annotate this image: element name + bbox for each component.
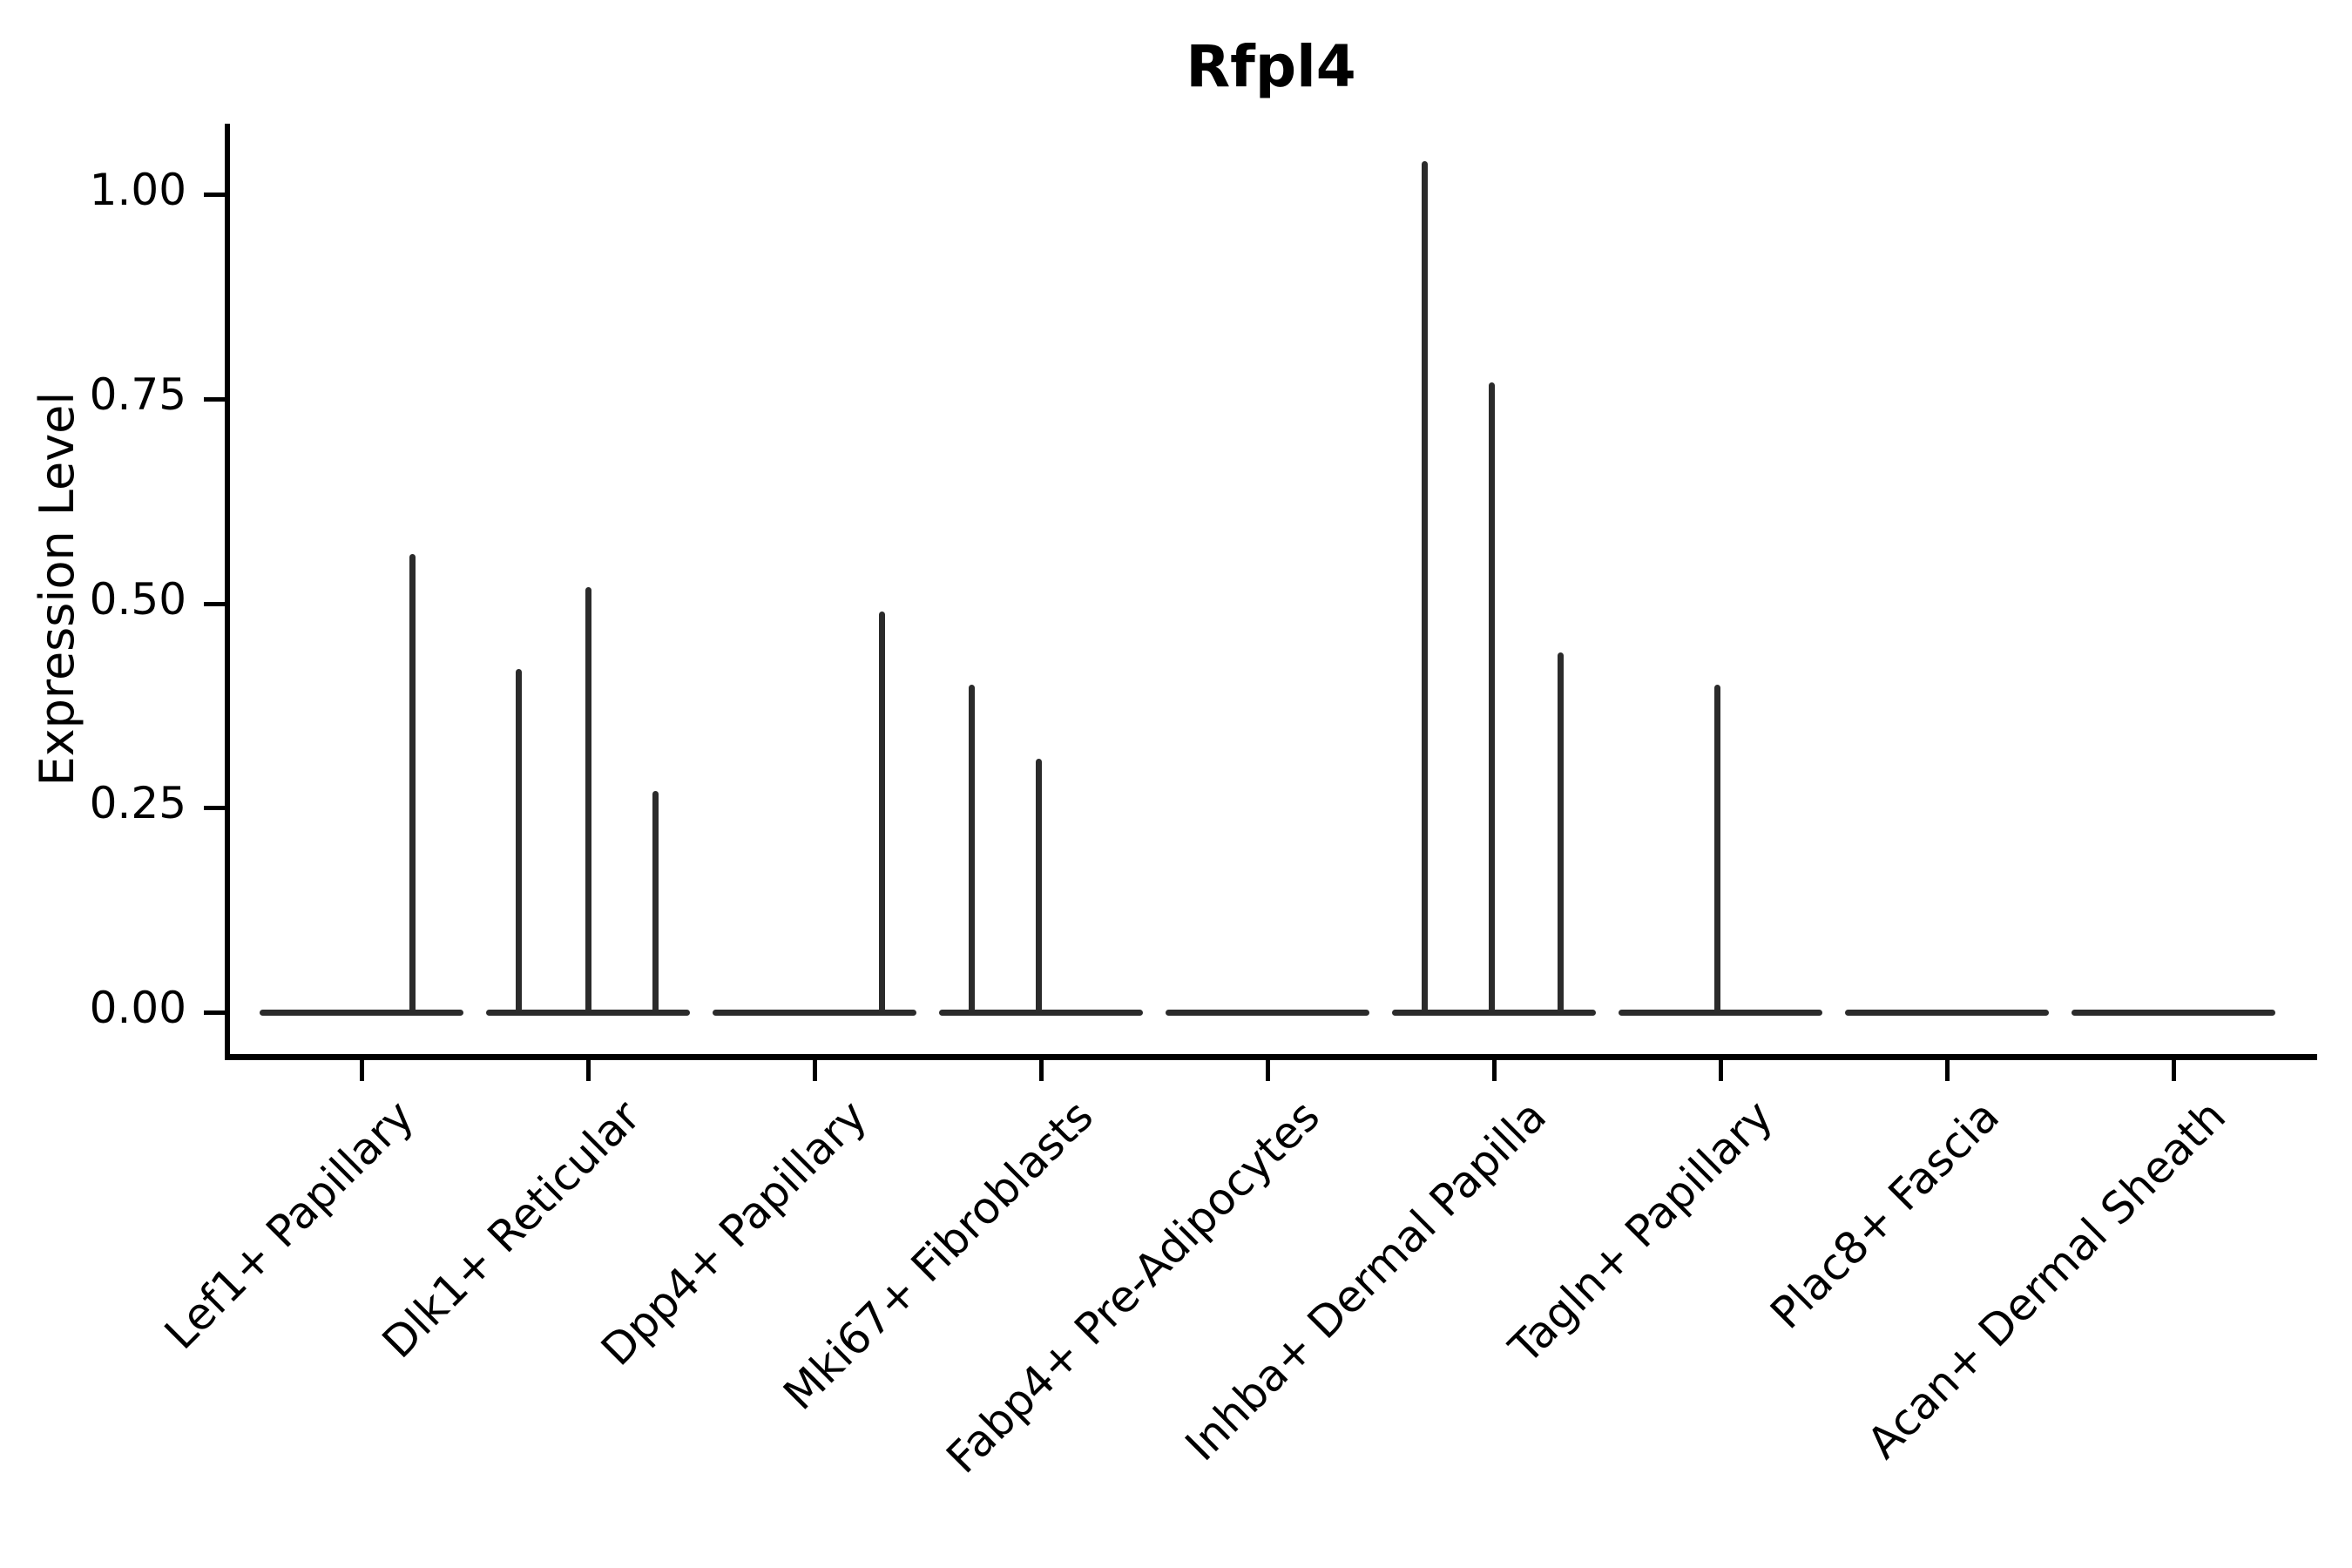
x-tick-mark: [1039, 1060, 1044, 1081]
x-tick-mark: [586, 1060, 591, 1081]
x-tick-mark: [2172, 1060, 2176, 1081]
y-tick-label: 1.00: [89, 165, 186, 215]
violin-spike: [1036, 758, 1043, 1015]
violin-baseline: [713, 1010, 916, 1016]
violin-spike: [878, 611, 885, 1015]
y-tick-label: 0.75: [89, 368, 186, 420]
y-tick-label: 0.50: [89, 573, 186, 625]
x-tick-mark: [1492, 1060, 1497, 1081]
x-tick-mark: [813, 1060, 817, 1081]
y-tick-label: 0.25: [89, 778, 186, 829]
violin-baseline: [260, 1010, 463, 1016]
x-tick-mark: [1719, 1060, 1723, 1081]
y-tick-mark: [204, 601, 225, 606]
violin-spike: [968, 685, 975, 1015]
y-tick-mark: [204, 396, 225, 402]
violin-baseline: [1619, 1010, 1822, 1016]
violin-spike: [652, 791, 659, 1015]
violin-spike: [1489, 382, 1496, 1015]
violin-spike: [409, 554, 416, 1015]
y-tick-mark: [204, 806, 225, 811]
x-tick-mark: [360, 1060, 364, 1081]
x-axis-spine: [225, 1054, 2317, 1060]
violin-spike: [1713, 685, 1720, 1015]
chart-title: Rfpl4: [1186, 33, 1356, 100]
y-tick-mark: [204, 193, 225, 197]
y-axis-spine: [225, 124, 230, 1059]
violin-baseline: [1845, 1010, 2049, 1016]
violin-baseline: [1166, 1010, 1369, 1016]
violin-spike: [1421, 161, 1428, 1015]
violin-spike: [585, 586, 591, 1015]
y-tick-mark: [204, 1010, 225, 1015]
violin-baseline: [2072, 1010, 2275, 1016]
y-tick-label: 0.00: [89, 983, 186, 1033]
violin-spike: [1557, 652, 1564, 1015]
x-tick-mark: [1266, 1060, 1270, 1081]
x-tick-mark: [1945, 1060, 1950, 1081]
violin-spike: [515, 668, 522, 1015]
